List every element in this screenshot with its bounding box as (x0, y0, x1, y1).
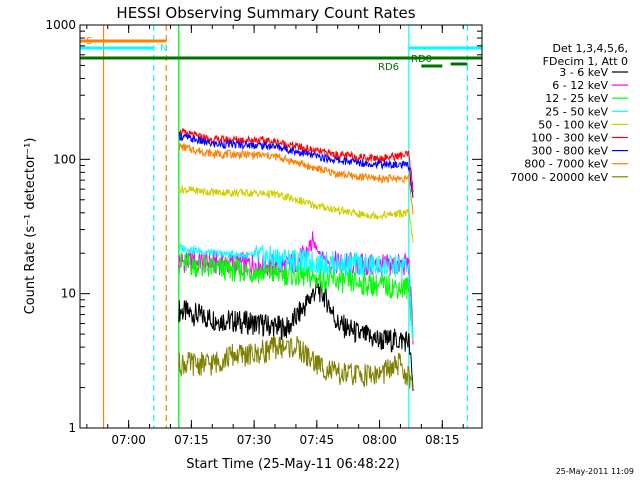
axes: 07:00 07:15 07:30 07:45 08:00 08:15 1 10 100 1000 (45, 18, 482, 447)
vertical-markers (102, 25, 468, 428)
legend-entry-6: 300 - 800 keV (531, 145, 608, 158)
series-line-7 (178, 142, 414, 215)
legend-header-0: Det 1,3,4,5,6, (552, 42, 628, 55)
series-line-3 (178, 243, 414, 340)
series-line-4 (178, 185, 414, 244)
legend-entry-7: 800 - 7000 keV (524, 158, 608, 171)
timestamp: 25-May-2011 11:09 (556, 467, 634, 476)
legend-header-1: FDecim 1, Att 0 (543, 55, 628, 68)
y-tick-label-2: 100 (53, 152, 76, 166)
legend-entry-3: 25 - 50 keV (545, 105, 608, 118)
legend-entry-8: 7000 - 20000 keV (510, 171, 608, 184)
series-lines (178, 127, 414, 392)
x-tick-label-0: 07:00 (111, 433, 146, 447)
x-tick-label-2: 07:30 (237, 433, 272, 447)
flag-label-1: N (160, 43, 167, 54)
series-line-5 (178, 127, 414, 193)
y-tick-label-1: 10 (61, 287, 76, 301)
y-tick-label-0: 1 (68, 421, 76, 435)
flag-label-0: S (86, 36, 92, 47)
plot-frame (79, 24, 483, 429)
series-line-2 (178, 252, 414, 339)
chart-title: HESSI Observing Summary Count Rates (116, 4, 415, 22)
legend-entry-5: 100 - 300 keV (531, 132, 608, 145)
series-line-6 (178, 131, 414, 198)
flag-bars: S N RD0 RD6 (80, 36, 482, 73)
x-tick-label-5: 08:15 (425, 433, 460, 447)
flag-label-5: RD6 (378, 62, 399, 73)
series-line-0 (178, 277, 414, 392)
legend: Det 1,3,4,5,6,FDecim 1, Att 03 - 6 keV6 … (510, 42, 628, 184)
legend-entry-0: 3 - 6 keV (559, 66, 608, 79)
x-axis-label: Start Time (25-May-11 06:48:22) (186, 457, 400, 472)
y-axis-label: Count Rate (s⁻¹ detector⁻¹) (23, 138, 38, 315)
legend-entry-1: 6 - 12 keV (552, 79, 608, 92)
legend-entry-4: 50 - 100 keV (538, 118, 608, 131)
x-tick-label-4: 08:00 (362, 433, 397, 447)
legend-entry-2: 12 - 25 keV (545, 92, 608, 105)
series-line-8 (178, 336, 414, 390)
y-tick-label-3: 1000 (45, 18, 76, 32)
x-tick-label-3: 07:45 (300, 433, 335, 447)
x-tick-label-1: 07:15 (174, 433, 209, 447)
flag-label-4: RD0 (411, 54, 432, 65)
